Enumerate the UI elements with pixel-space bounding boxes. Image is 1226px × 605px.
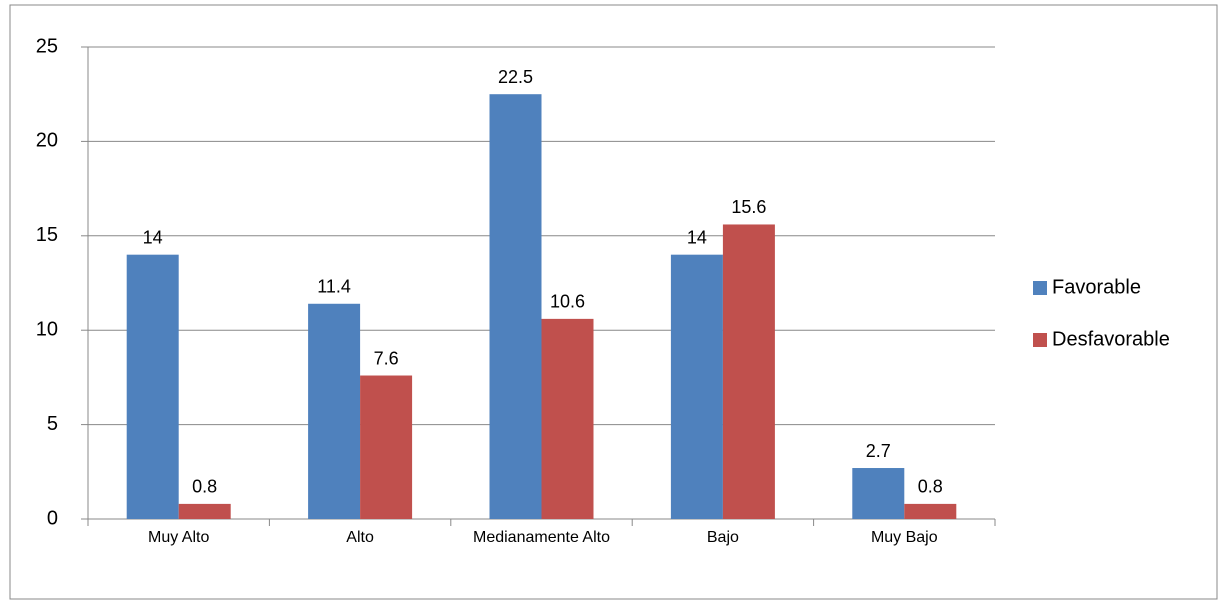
bar <box>308 303 361 519</box>
bar <box>178 503 231 519</box>
y-tick-label: 15 <box>36 224 58 246</box>
y-tick-label: 25 <box>36 35 58 57</box>
data-label: 10.6 <box>550 292 585 312</box>
x-tick-label-box: Alto <box>346 529 374 546</box>
data-label: 22.5 <box>498 67 533 87</box>
bar <box>489 94 542 519</box>
bar <box>904 503 957 519</box>
data-label: 0.8 <box>192 477 217 497</box>
data-label: 2.7 <box>866 441 891 461</box>
bar <box>126 254 179 519</box>
x-tick-label-box: Bajo <box>706 529 739 546</box>
data-label: 15.6 <box>731 197 766 217</box>
y-tick-label: 5 <box>47 413 58 435</box>
x-tick-label-box: Muy Alto <box>148 529 210 546</box>
bar <box>360 375 413 519</box>
legend-swatch <box>1033 333 1047 347</box>
data-label: 14 <box>687 227 707 247</box>
y-tick-label: 10 <box>36 318 58 340</box>
legend-label: Desfavorable <box>1052 328 1170 350</box>
legend-swatch <box>1033 281 1047 295</box>
data-label: 0.8 <box>918 477 943 497</box>
x-tick-label: Alto <box>346 529 374 546</box>
bar <box>722 224 775 520</box>
y-tick-label: 0 <box>47 507 58 529</box>
data-label: 7.6 <box>374 348 399 368</box>
y-tick-label: 20 <box>36 130 58 152</box>
bar <box>670 254 723 519</box>
x-tick-label: Muy Alto <box>148 529 210 546</box>
x-tick-label-box: Muy Bajo <box>870 529 938 546</box>
data-label: 11.4 <box>317 277 351 297</box>
x-tick-label: Medianamente Alto <box>473 529 610 546</box>
x-tick-label: Muy Bajo <box>870 529 938 546</box>
data-label: 14 <box>143 227 163 247</box>
x-tick-label: Bajo <box>706 529 739 546</box>
x-tick-label-box: Medianamente Alto <box>473 529 610 546</box>
bar <box>541 318 594 519</box>
legend-label: Favorable <box>1052 276 1141 298</box>
chart-border <box>9 4 1218 600</box>
bar <box>852 468 905 519</box>
